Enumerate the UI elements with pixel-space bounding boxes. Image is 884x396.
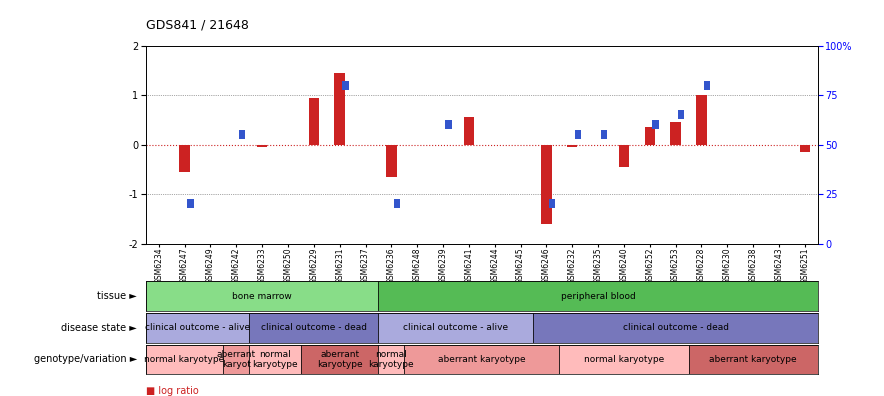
Bar [800,145,810,152]
Bar [619,145,629,167]
Bar [342,81,348,89]
Bar [179,145,190,172]
Bar [224,345,249,374]
Text: ■ log ratio: ■ log ratio [146,386,199,396]
Text: normal karyotype: normal karyotype [144,355,225,364]
Bar [249,345,301,374]
Bar [464,117,474,145]
Bar [670,122,681,145]
Bar [689,345,818,374]
Bar [567,145,577,147]
Bar [404,345,560,374]
Bar [146,281,378,311]
Bar [678,110,684,119]
Bar [378,281,818,311]
Text: tissue ►: tissue ► [97,291,137,301]
Bar [541,145,552,224]
Bar [257,145,267,147]
Bar [386,145,397,177]
Bar [575,130,581,139]
Text: peripheral blood: peripheral blood [560,291,636,301]
Bar [309,97,319,145]
Bar [600,130,607,139]
Text: GDS841 / 21648: GDS841 / 21648 [146,19,248,32]
Text: normal
karyotype: normal karyotype [369,350,414,369]
Bar [334,73,345,145]
Bar [644,127,655,145]
Bar [378,345,404,374]
Text: clinical outcome - alive: clinical outcome - alive [145,323,250,332]
Bar [446,120,452,129]
Bar [697,95,706,145]
Bar [652,120,659,129]
Text: genotype/variation ►: genotype/variation ► [34,354,137,364]
Bar [704,81,711,89]
Bar [146,313,249,343]
Text: aberrant
karyotype: aberrant karyotype [316,350,362,369]
Bar [146,345,224,374]
Text: normal
karyotype: normal karyotype [252,350,298,369]
Bar [393,200,400,208]
Text: bone marrow: bone marrow [232,291,292,301]
Bar [301,345,378,374]
Bar [378,313,533,343]
Text: clinical outcome - alive: clinical outcome - alive [403,323,508,332]
Text: normal karyotype: normal karyotype [583,355,664,364]
Bar [239,130,245,139]
Bar [560,345,689,374]
Text: clinical outcome - dead: clinical outcome - dead [622,323,728,332]
Text: aberrant karyotype: aberrant karyotype [709,355,796,364]
Bar [549,200,555,208]
Text: clinical outcome - dead: clinical outcome - dead [261,323,367,332]
Text: aberrant
karyot: aberrant karyot [217,350,255,369]
Bar [533,313,818,343]
Text: aberrant karyotype: aberrant karyotype [438,355,526,364]
Bar [249,313,378,343]
Bar [187,200,194,208]
Text: disease state ►: disease state ► [61,323,137,333]
